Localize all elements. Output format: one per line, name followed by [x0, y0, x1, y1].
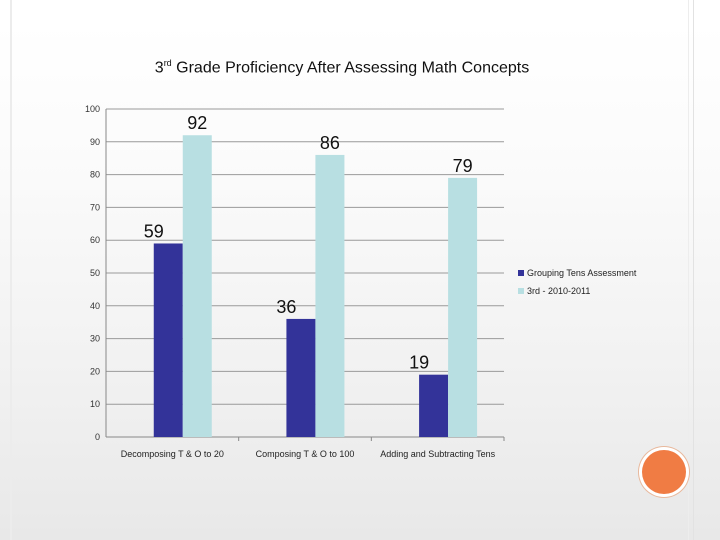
bar: [153, 243, 183, 437]
y-tick-label: 90: [90, 137, 100, 147]
bar-value-label: 19: [409, 353, 429, 373]
frame-line-left: [10, 0, 12, 540]
y-tick-label: 10: [90, 399, 100, 409]
y-tick-label: 0: [95, 432, 100, 442]
y-tick-label: 60: [90, 235, 100, 245]
chart-title-superscript: rd: [163, 58, 172, 68]
chart-title-prefix: 3: [154, 59, 164, 77]
decorative-orange-circle: [642, 450, 686, 494]
y-tick-label: 40: [90, 301, 100, 311]
legend-label: 3rd - 2010-2011: [527, 286, 590, 296]
x-tick-label: Composing T & O to 100: [256, 449, 355, 459]
y-tick-label: 30: [90, 334, 100, 344]
bar: [315, 154, 345, 438]
y-tick-label: 50: [90, 268, 100, 278]
x-tick-label: Adding and Subtracting Tens: [380, 449, 495, 459]
legend-swatch: [518, 270, 524, 276]
y-tick-label: 100: [85, 104, 100, 114]
legend-label: Grouping Tens Assessment: [527, 268, 637, 278]
y-tick-label: 80: [90, 170, 100, 180]
bar-value-label: 79: [453, 156, 473, 176]
legend-swatch: [518, 288, 524, 294]
frame-line-right: [693, 0, 694, 540]
bar-value-label: 86: [320, 133, 340, 153]
bar: [419, 374, 449, 437]
x-tick-label: Decomposing T & O to 20: [121, 449, 224, 459]
bar-value-label: 92: [187, 113, 207, 133]
chart-title-rest: Grade Proficiency After Assessing Math C…: [171, 59, 530, 77]
bar: [182, 135, 212, 438]
bar-value-label: 59: [144, 221, 164, 241]
bar: [286, 318, 316, 437]
chart-title: 3rd Grade Proficiency After Assessing Ma…: [0, 58, 684, 77]
frame-line-right-inner: [688, 0, 689, 540]
bar-value-label: 36: [276, 297, 296, 317]
y-tick-label: 20: [90, 366, 100, 376]
bar: [448, 177, 478, 437]
y-tick-label: 70: [90, 202, 100, 212]
